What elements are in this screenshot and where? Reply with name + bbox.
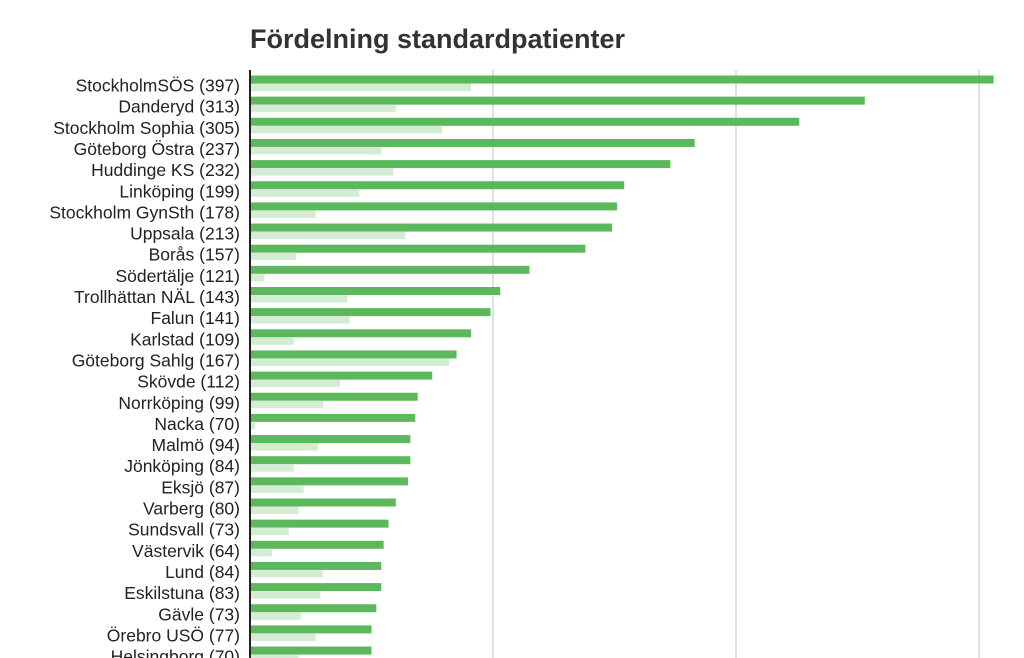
category-label: Skövde (112) — [137, 372, 240, 392]
bar-primary — [250, 329, 472, 338]
category-label: Karlstad (109) — [130, 329, 240, 349]
bar-secondary — [250, 104, 396, 113]
bar-secondary — [250, 210, 316, 218]
bar-primary — [250, 244, 586, 253]
bar-secondary — [250, 189, 360, 197]
category-label: Södertälje (121) — [115, 266, 240, 286]
bar-primary — [250, 519, 389, 528]
bar-secondary — [250, 125, 442, 134]
bar-secondary — [250, 527, 289, 536]
category-label: Norrköping (99) — [118, 393, 240, 413]
bar-primary — [250, 265, 530, 274]
bar-primary — [250, 160, 671, 169]
category-label: Stockholm GynSth (178) — [49, 202, 240, 222]
bar-primary — [250, 392, 418, 401]
bar-primary — [250, 540, 384, 549]
bar-primary — [250, 287, 501, 295]
bar-secondary — [250, 252, 297, 261]
bar-primary — [250, 75, 994, 84]
bar-secondary — [250, 591, 321, 599]
gridlines — [492, 70, 980, 658]
category-label: Malmö (94) — [152, 435, 241, 455]
bar-primary — [250, 202, 617, 211]
category-label: Stockholm Sophia (305) — [53, 118, 240, 138]
bar-secondary — [250, 83, 472, 91]
bar-secondary — [250, 379, 340, 388]
category-label: Eksjö (87) — [161, 477, 240, 497]
bars — [250, 75, 994, 658]
category-label: Jönköping (84) — [124, 456, 240, 476]
bar-secondary — [250, 273, 265, 282]
bar-secondary — [250, 612, 302, 620]
category-label: Lund (84) — [165, 562, 240, 582]
bar-secondary — [250, 316, 350, 324]
bar-primary — [250, 456, 411, 465]
category-label: Huddinge KS (232) — [91, 160, 240, 180]
bar-primary — [250, 350, 457, 359]
bar-primary — [250, 477, 408, 486]
bar-secondary — [250, 231, 406, 240]
chart-title: Fördelning standardpatienter — [250, 24, 626, 54]
bar-secondary — [250, 548, 272, 557]
bar-secondary — [250, 421, 255, 430]
category-label: Nacka (70) — [154, 414, 240, 434]
bar-primary — [250, 435, 411, 444]
bar-secondary — [250, 464, 294, 472]
bar-secondary — [250, 400, 323, 409]
category-label: Göteborg Sahlg (167) — [72, 350, 240, 370]
category-label: Borås (157) — [149, 245, 240, 265]
category-label: Eskilstuna (83) — [124, 583, 240, 603]
category-label: Varberg (80) — [143, 499, 240, 519]
bar-secondary — [250, 654, 299, 658]
bar-primary — [250, 117, 800, 126]
category-label: Örebro USÖ (77) — [107, 625, 240, 645]
bar-primary — [250, 181, 625, 190]
category-label: Göteborg Östra (237) — [74, 139, 240, 159]
category-label: Västervik (64) — [132, 541, 240, 561]
bar-primary — [250, 583, 382, 592]
category-label: Linköping (199) — [119, 181, 240, 201]
bar-primary — [250, 561, 382, 570]
bar-secondary — [250, 146, 382, 155]
category-label: Gävle (73) — [158, 604, 240, 624]
category-label: Danderyd (313) — [118, 97, 240, 117]
bar-secondary — [250, 633, 316, 641]
bar-secondary — [250, 485, 304, 493]
bar-primary — [250, 625, 372, 634]
bar-secondary — [250, 443, 319, 451]
bar-primary — [250, 223, 613, 232]
category-label: Uppsala (213) — [130, 224, 240, 244]
category-label: Trollhättan NÄL (143) — [74, 287, 240, 307]
category-label: StockholmSÖS (397) — [76, 76, 240, 96]
category-label: Falun (141) — [151, 308, 241, 328]
category-label: Helsingborg (70) — [111, 647, 240, 658]
bar-secondary — [250, 569, 323, 578]
bar-primary — [250, 646, 372, 655]
bar-primary — [250, 308, 491, 317]
category-labels: StockholmSÖS (397)Danderyd (313)Stockhol… — [49, 76, 240, 658]
bar-secondary — [250, 168, 394, 176]
bar-primary — [250, 413, 416, 422]
bar-primary — [250, 138, 695, 147]
bar-primary — [250, 371, 433, 380]
bar-primary — [250, 604, 377, 613]
bar-secondary — [250, 295, 348, 303]
bar-primary — [250, 96, 865, 105]
bar-primary — [250, 498, 396, 507]
bar-secondary — [250, 337, 294, 345]
bar-secondary — [250, 358, 450, 366]
bar-secondary — [250, 506, 299, 514]
category-label: Sundsvall (73) — [128, 520, 240, 540]
